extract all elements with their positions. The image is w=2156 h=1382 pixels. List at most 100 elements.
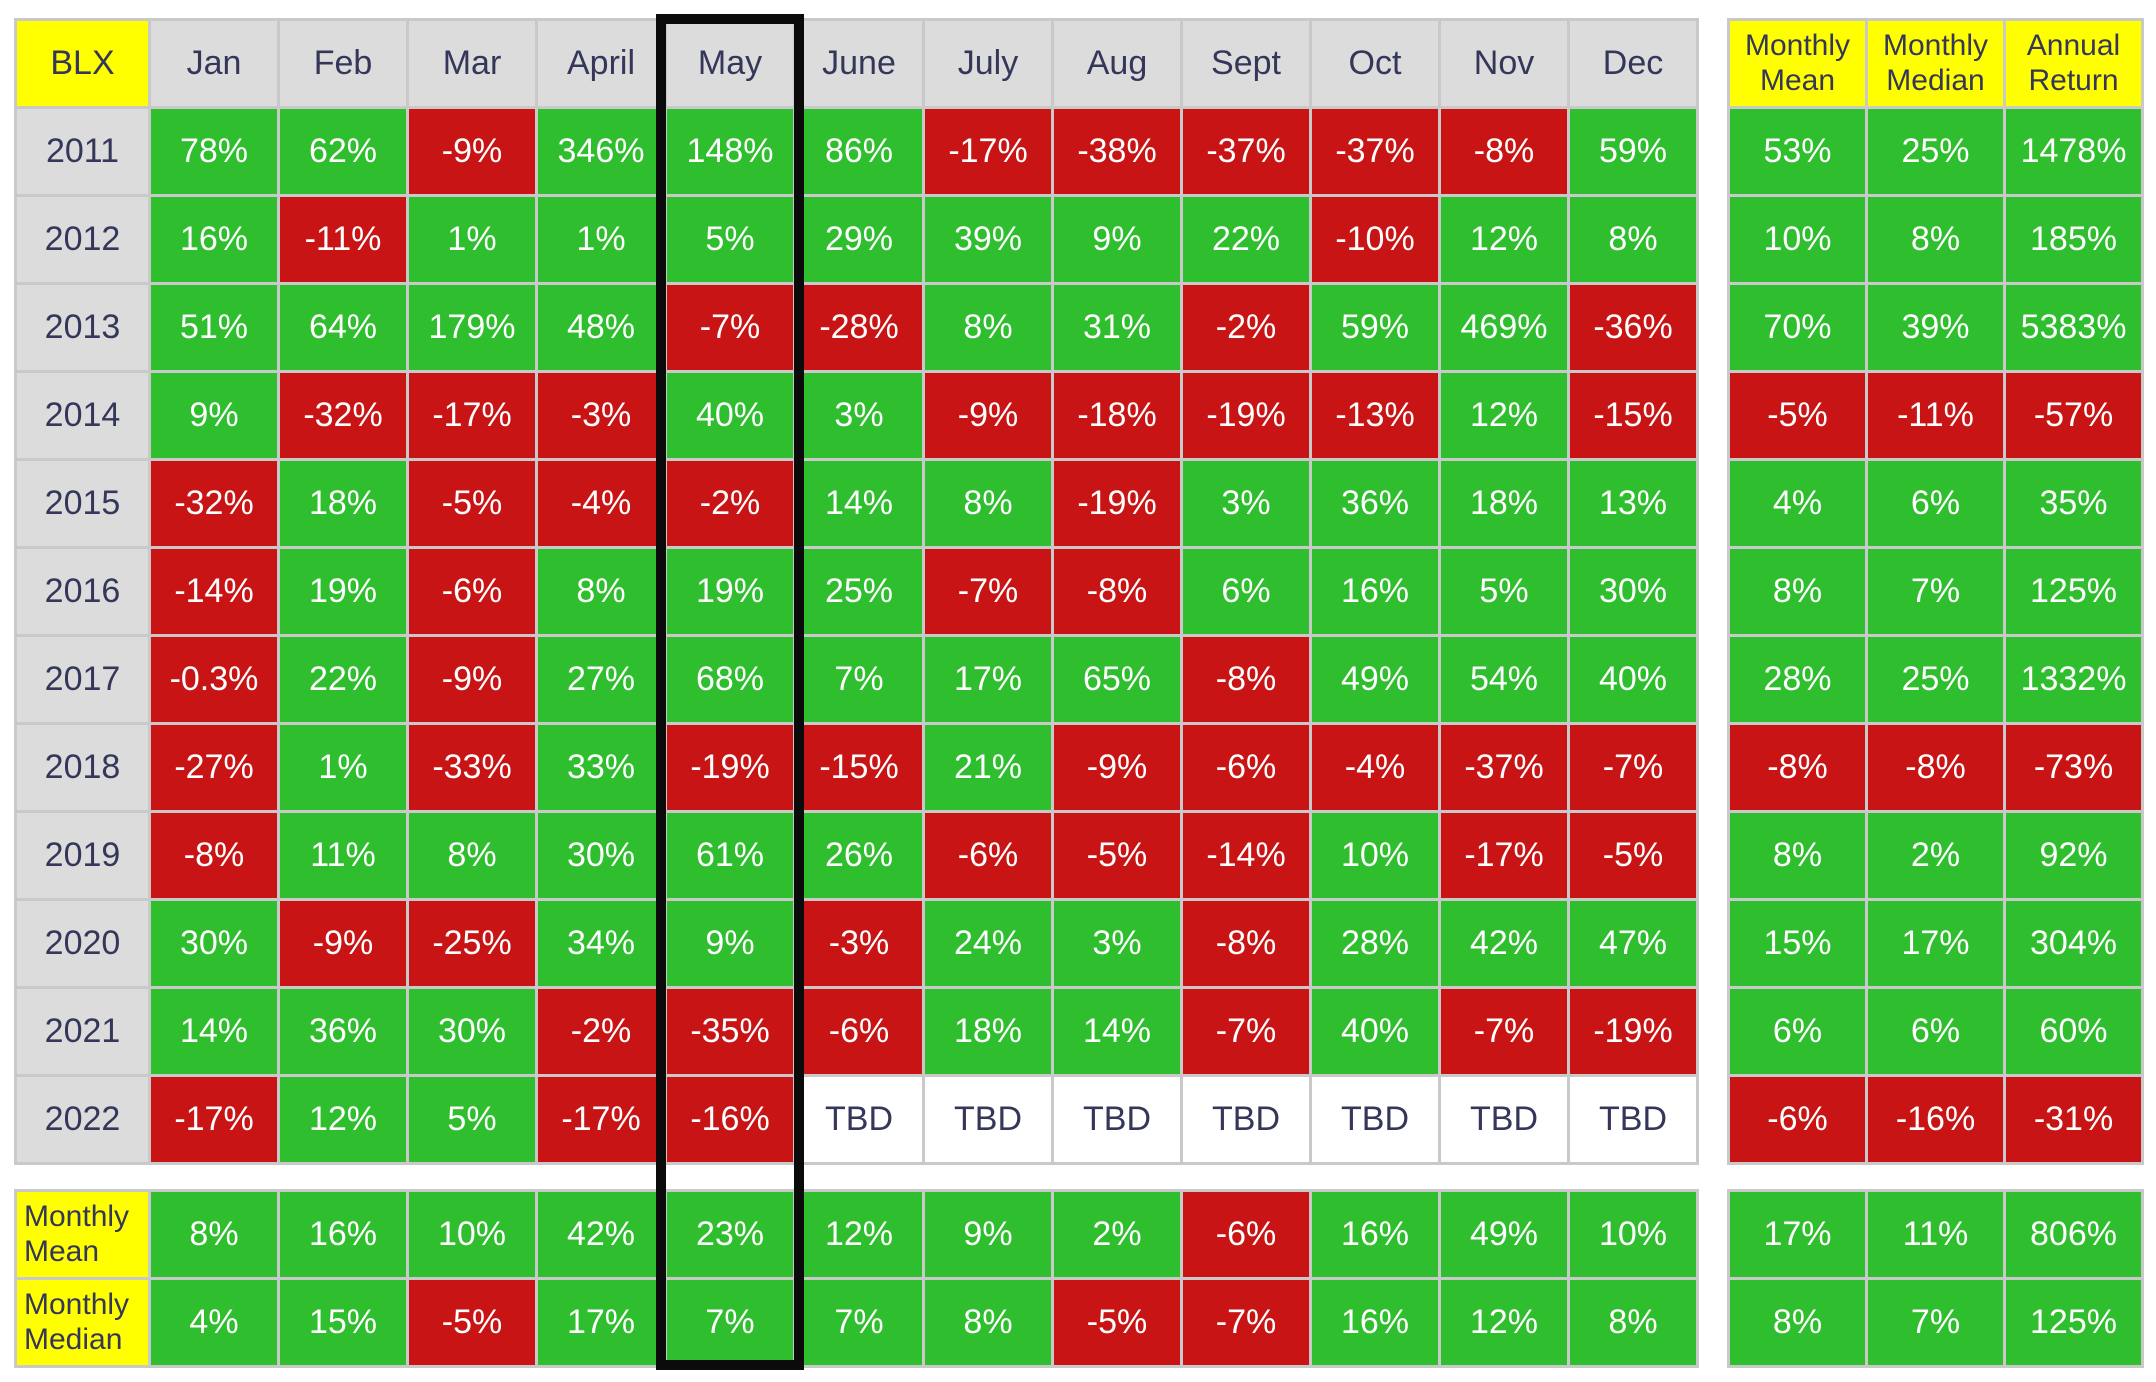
cell-2014-feb: -32% — [280, 373, 406, 458]
corner-label: BLX — [17, 21, 148, 106]
cell-2014-may: 40% — [667, 373, 793, 458]
cell-2020-mar: -25% — [409, 901, 535, 986]
summary-2017-monthly-mean: 28% — [1730, 637, 1865, 722]
aggregate-summary-table: 17% 11% 806% 8% 7% 125% — [1727, 1189, 2144, 1368]
cell-2017-jan: -0.3% — [151, 637, 277, 722]
footer-monthly-median-oct: 16% — [1312, 1280, 1438, 1365]
year-cell-2012: 2012 — [17, 197, 148, 282]
month-header-april: April — [538, 21, 664, 106]
cell-2016-feb: 19% — [280, 549, 406, 634]
cell-2021-oct: 40% — [1312, 989, 1438, 1074]
cell-2019-dec: -5% — [1570, 813, 1696, 898]
month-header-aug: Aug — [1054, 21, 1180, 106]
cell-2013-june: -28% — [796, 285, 922, 370]
cell-2021-april: -2% — [538, 989, 664, 1074]
footer-label-monthly-mean: Monthly Mean — [17, 1192, 148, 1277]
cell-2011-oct: -37% — [1312, 109, 1438, 194]
cell-2013-oct: 59% — [1312, 285, 1438, 370]
cell-2013-aug: 31% — [1054, 285, 1180, 370]
footer-monthly-median-feb: 15% — [280, 1280, 406, 1365]
cell-2013-dec: -36% — [1570, 285, 1696, 370]
cell-2014-july: -9% — [925, 373, 1051, 458]
month-header-jan: Jan — [151, 21, 277, 106]
cell-2021-mar: 30% — [409, 989, 535, 1074]
cell-2017-nov: 54% — [1441, 637, 1567, 722]
summary-2013-monthly-median: 39% — [1868, 285, 2003, 370]
cell-2019-jan: -8% — [151, 813, 277, 898]
summary-2019-annual-return: 92% — [2006, 813, 2141, 898]
month-header-oct: Oct — [1312, 21, 1438, 106]
cell-2016-sept: 6% — [1183, 549, 1309, 634]
year-cell-2016: 2016 — [17, 549, 148, 634]
summary-2016-monthly-mean: 8% — [1730, 549, 1865, 634]
cell-2012-june: 29% — [796, 197, 922, 282]
cell-2018-sept: -6% — [1183, 725, 1309, 810]
footer-summary-monthly-mean-annual-return: 806% — [2006, 1192, 2141, 1277]
footer-monthly-mean-july: 9% — [925, 1192, 1051, 1277]
summary-2021-annual-return: 60% — [2006, 989, 2141, 1074]
cell-2016-nov: 5% — [1441, 549, 1567, 634]
cell-2017-april: 27% — [538, 637, 664, 722]
cell-2014-aug: -18% — [1054, 373, 1180, 458]
summary-2020-annual-return: 304% — [2006, 901, 2141, 986]
summary-2020-monthly-mean: 15% — [1730, 901, 1865, 986]
cell-2014-april: -3% — [538, 373, 664, 458]
cell-2019-aug: -5% — [1054, 813, 1180, 898]
cell-2015-may: -2% — [667, 461, 793, 546]
cell-2019-oct: 10% — [1312, 813, 1438, 898]
cell-2011-may: 148% — [667, 109, 793, 194]
cell-2016-may: 19% — [667, 549, 793, 634]
cell-2020-nov: 42% — [1441, 901, 1567, 986]
cell-2015-april: -4% — [538, 461, 664, 546]
cell-2011-sept: -37% — [1183, 109, 1309, 194]
cell-2021-dec: -19% — [1570, 989, 1696, 1074]
month-header-dec: Dec — [1570, 21, 1696, 106]
summary-2017-monthly-median: 25% — [1868, 637, 2003, 722]
cell-2015-aug: -19% — [1054, 461, 1180, 546]
cell-2011-april: 346% — [538, 109, 664, 194]
cell-2021-nov: -7% — [1441, 989, 1567, 1074]
cell-2022-may: -16% — [667, 1077, 793, 1162]
cell-2014-nov: 12% — [1441, 373, 1567, 458]
summary-header-annual-return: Annual Return — [2006, 21, 2141, 106]
cell-2016-july: -7% — [925, 549, 1051, 634]
monthly-returns-table: BLX Jan Feb Mar April May June July Aug Sept Oct No… — [14, 18, 1699, 1165]
cell-2015-oct: 36% — [1312, 461, 1438, 546]
summary-2019-monthly-median: 2% — [1868, 813, 2003, 898]
cell-2020-oct: 28% — [1312, 901, 1438, 986]
year-cell-2011: 2011 — [17, 109, 148, 194]
month-header-sept: Sept — [1183, 21, 1309, 106]
year-cell-2017: 2017 — [17, 637, 148, 722]
cell-2019-mar: 8% — [409, 813, 535, 898]
cell-2020-jan: 30% — [151, 901, 277, 986]
footer-monthly-median-june: 7% — [796, 1280, 922, 1365]
month-header-nov: Nov — [1441, 21, 1567, 106]
footer-monthly-mean-dec: 10% — [1570, 1192, 1696, 1277]
cell-2015-nov: 18% — [1441, 461, 1567, 546]
cell-2013-jan: 51% — [151, 285, 277, 370]
cell-2019-nov: -17% — [1441, 813, 1567, 898]
year-cell-2014: 2014 — [17, 373, 148, 458]
cell-2018-june: -15% — [796, 725, 922, 810]
footer-summary-monthly-median-monthly-median: 7% — [1868, 1280, 2003, 1365]
month-header-mar: Mar — [409, 21, 535, 106]
cell-2014-sept: -19% — [1183, 373, 1309, 458]
summary-2015-monthly-mean: 4% — [1730, 461, 1865, 546]
cell-2021-june: -6% — [796, 989, 922, 1074]
year-cell-2013: 2013 — [17, 285, 148, 370]
cell-2014-dec: -15% — [1570, 373, 1696, 458]
cell-2015-mar: -5% — [409, 461, 535, 546]
monthly-aggregate-table: Monthly Mean 8% 16% 10% 42% 23% 12% 9% 2% -6% 16% 4… — [14, 1189, 1699, 1368]
footer-monthly-mean-jan: 8% — [151, 1192, 277, 1277]
cell-2013-may: -7% — [667, 285, 793, 370]
cell-2011-july: -17% — [925, 109, 1051, 194]
summary-2013-monthly-mean: 70% — [1730, 285, 1865, 370]
cell-2017-sept: -8% — [1183, 637, 1309, 722]
summary-2022-monthly-mean: -6% — [1730, 1077, 1865, 1162]
cell-2019-july: -6% — [925, 813, 1051, 898]
cell-2016-jan: -14% — [151, 549, 277, 634]
footer-summary-monthly-median-monthly-mean: 8% — [1730, 1280, 1865, 1365]
footer-monthly-mean-june: 12% — [796, 1192, 922, 1277]
cell-2014-jan: 9% — [151, 373, 277, 458]
